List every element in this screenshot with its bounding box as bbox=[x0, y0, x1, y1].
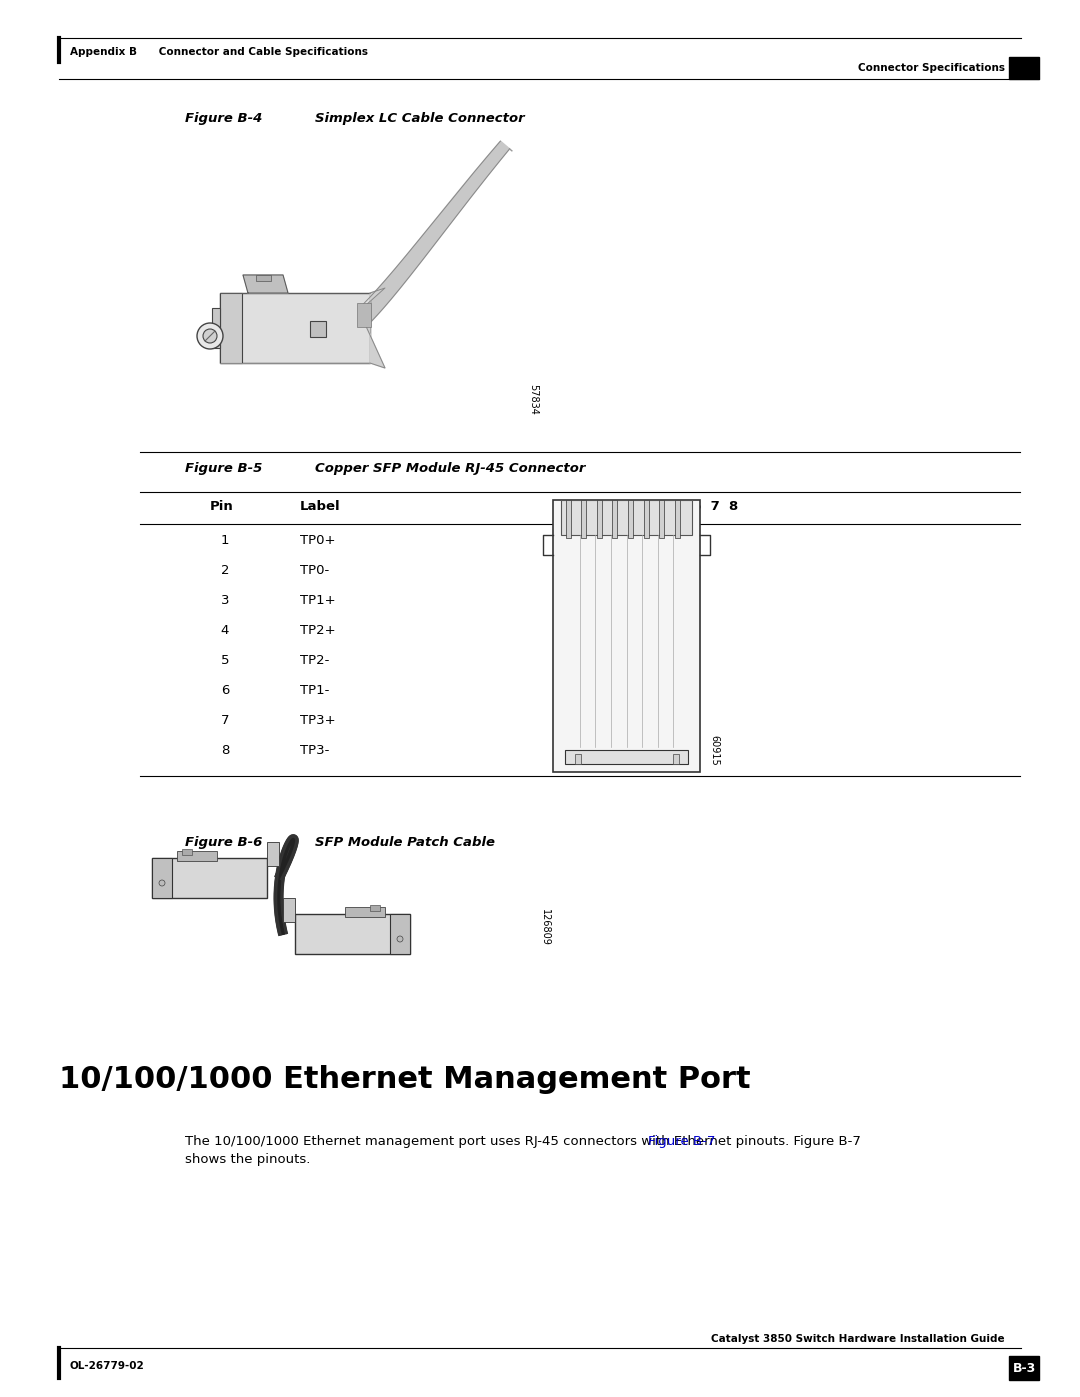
Bar bbox=[561, 500, 692, 535]
Text: Figure B-4: Figure B-4 bbox=[185, 112, 262, 124]
Bar bbox=[390, 914, 410, 954]
Text: 2: 2 bbox=[220, 564, 229, 577]
Text: Pin: Pin bbox=[210, 500, 233, 513]
Bar bbox=[673, 754, 679, 764]
Text: 60915: 60915 bbox=[708, 735, 719, 766]
Text: SFP Module Patch Cable: SFP Module Patch Cable bbox=[315, 835, 495, 849]
Text: 126809: 126809 bbox=[540, 909, 550, 946]
Text: TP2+: TP2+ bbox=[300, 624, 336, 637]
Text: TP3-: TP3- bbox=[300, 745, 329, 757]
Bar bbox=[183, 849, 192, 855]
Text: 7: 7 bbox=[220, 714, 229, 726]
Bar bbox=[345, 907, 384, 916]
Text: Connector Specifications: Connector Specifications bbox=[858, 63, 1005, 73]
Polygon shape bbox=[243, 275, 288, 293]
Bar bbox=[566, 500, 570, 538]
Bar bbox=[220, 293, 242, 363]
Bar bbox=[310, 321, 326, 337]
Polygon shape bbox=[365, 288, 384, 367]
Bar bbox=[629, 500, 633, 538]
Text: 4: 4 bbox=[220, 624, 229, 637]
Text: 1: 1 bbox=[220, 534, 229, 548]
Text: Simplex LC Cable Connector: Simplex LC Cable Connector bbox=[315, 112, 525, 124]
Bar bbox=[267, 842, 279, 866]
Circle shape bbox=[197, 323, 222, 349]
Bar bbox=[659, 500, 664, 538]
Bar bbox=[612, 500, 618, 538]
Text: 8: 8 bbox=[220, 745, 229, 757]
Bar bbox=[675, 500, 680, 538]
Bar bbox=[177, 851, 217, 861]
Bar bbox=[565, 750, 688, 764]
Text: Appendix B      Connector and Cable Specifications: Appendix B Connector and Cable Specifica… bbox=[70, 47, 368, 57]
Bar bbox=[644, 500, 649, 538]
Circle shape bbox=[159, 880, 165, 886]
Bar bbox=[283, 898, 295, 922]
Bar bbox=[256, 275, 271, 281]
Text: OL-26779-02: OL-26779-02 bbox=[70, 1361, 145, 1370]
Bar bbox=[220, 293, 370, 363]
Circle shape bbox=[203, 330, 217, 344]
Bar bbox=[597, 500, 602, 538]
Circle shape bbox=[397, 936, 403, 942]
Text: 6: 6 bbox=[220, 685, 229, 697]
Text: The 10/100/1000 Ethernet management port uses RJ-45 connectors with Ethernet pin: The 10/100/1000 Ethernet management port… bbox=[185, 1134, 861, 1148]
Bar bbox=[1009, 1356, 1039, 1380]
Text: Figure B-5: Figure B-5 bbox=[185, 462, 262, 475]
Bar bbox=[152, 858, 172, 898]
Bar bbox=[212, 307, 220, 348]
Bar bbox=[370, 905, 380, 911]
Text: 3: 3 bbox=[220, 594, 229, 608]
Text: 57834: 57834 bbox=[528, 384, 538, 415]
Text: TP2-: TP2- bbox=[300, 654, 329, 666]
Text: Copper SFP Module RJ-45 Connector: Copper SFP Module RJ-45 Connector bbox=[315, 462, 585, 475]
Bar bbox=[357, 303, 372, 327]
Text: TP1-: TP1- bbox=[300, 685, 329, 697]
Bar bbox=[1009, 57, 1039, 80]
Text: TP0-: TP0- bbox=[300, 564, 329, 577]
Text: 10/100/1000 Ethernet Management Port: 10/100/1000 Ethernet Management Port bbox=[59, 1065, 751, 1094]
Text: Figure B-6: Figure B-6 bbox=[185, 835, 262, 849]
Text: 1  2  3  4  5  6  7  8: 1 2 3 4 5 6 7 8 bbox=[600, 500, 739, 513]
Text: TP3+: TP3+ bbox=[300, 714, 336, 726]
Polygon shape bbox=[274, 835, 298, 935]
Bar bbox=[575, 754, 581, 764]
Text: TP1+: TP1+ bbox=[300, 594, 336, 608]
Text: B-3: B-3 bbox=[1012, 1362, 1036, 1375]
Text: Catalyst 3850 Switch Hardware Installation Guide: Catalyst 3850 Switch Hardware Installati… bbox=[712, 1334, 1005, 1344]
Text: shows the pinouts.: shows the pinouts. bbox=[185, 1153, 310, 1166]
Polygon shape bbox=[359, 141, 510, 321]
Text: 5: 5 bbox=[220, 654, 229, 666]
Text: Label: Label bbox=[300, 500, 340, 513]
Text: Figure B-7: Figure B-7 bbox=[648, 1134, 715, 1148]
Text: TP0+: TP0+ bbox=[300, 534, 336, 548]
Bar bbox=[581, 500, 586, 538]
Bar bbox=[295, 914, 410, 954]
Bar bbox=[553, 500, 700, 773]
Bar bbox=[152, 858, 267, 898]
